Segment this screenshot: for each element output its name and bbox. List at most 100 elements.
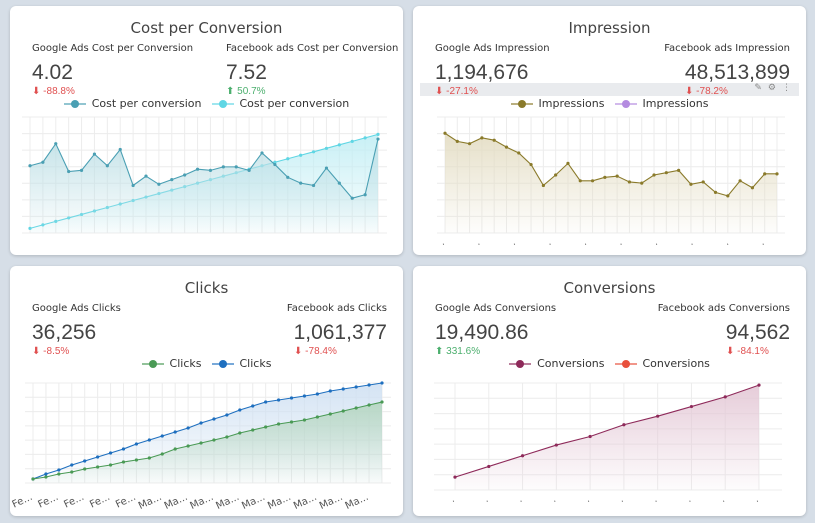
data-point[interactable] xyxy=(160,452,164,456)
data-point[interactable] xyxy=(92,152,97,156)
legend-item[interactable]: Cost per conversion xyxy=(63,97,202,110)
data-point[interactable] xyxy=(315,392,319,396)
data-point[interactable] xyxy=(186,444,190,448)
data-point[interactable] xyxy=(504,145,509,149)
data-point[interactable] xyxy=(354,385,358,389)
data-point[interactable] xyxy=(453,475,457,479)
data-point[interactable] xyxy=(615,174,619,178)
data-point[interactable] xyxy=(311,183,316,188)
data-point[interactable] xyxy=(492,138,496,142)
data-point[interactable] xyxy=(54,142,58,146)
legend-item[interactable]: Clicks xyxy=(141,357,202,370)
data-point[interactable] xyxy=(195,167,200,171)
data-point[interactable] xyxy=(108,463,113,467)
legend-item[interactable]: Impressions xyxy=(510,97,605,110)
data-point[interactable] xyxy=(603,175,607,179)
data-point[interactable] xyxy=(44,475,48,479)
data-point[interactable] xyxy=(225,435,229,439)
data-point[interactable] xyxy=(170,178,174,182)
data-point[interactable] xyxy=(108,451,113,455)
data-point[interactable] xyxy=(28,164,32,168)
data-point[interactable] xyxy=(83,459,87,463)
legend-item[interactable]: Cost per conversion xyxy=(211,97,349,110)
data-point[interactable] xyxy=(363,193,367,197)
data-point[interactable] xyxy=(566,161,570,165)
data-point[interactable] xyxy=(96,465,100,469)
data-point[interactable] xyxy=(212,438,216,442)
data-point[interactable] xyxy=(173,447,177,451)
data-point[interactable] xyxy=(225,413,229,417)
data-point[interactable] xyxy=(590,179,595,183)
data-point[interactable] xyxy=(689,404,694,409)
data-point[interactable] xyxy=(689,182,693,186)
data-point[interactable] xyxy=(44,472,48,476)
data-point[interactable] xyxy=(70,463,74,467)
data-point[interactable] xyxy=(578,179,582,183)
data-point[interactable] xyxy=(221,165,225,169)
data-point[interactable] xyxy=(67,169,71,174)
legend-item[interactable]: Impressions xyxy=(614,97,708,110)
data-point[interactable] xyxy=(299,153,303,157)
data-point[interactable] xyxy=(341,409,345,413)
data-point[interactable] xyxy=(105,164,109,168)
data-point[interactable] xyxy=(324,166,329,170)
data-point[interactable] xyxy=(380,400,384,404)
data-point[interactable] xyxy=(350,196,354,200)
data-point[interactable] xyxy=(273,162,277,167)
data-point[interactable] xyxy=(157,182,161,186)
data-point[interactable] xyxy=(134,458,139,462)
data-point[interactable] xyxy=(723,395,727,399)
data-point[interactable] xyxy=(750,186,755,190)
data-point[interactable] xyxy=(251,404,255,408)
data-point[interactable] xyxy=(315,415,319,419)
data-point[interactable] xyxy=(121,447,126,451)
data-point[interactable] xyxy=(299,181,303,185)
data-point[interactable] xyxy=(376,137,380,141)
data-point[interactable] xyxy=(738,179,742,183)
data-point[interactable] xyxy=(238,431,242,435)
data-point[interactable] xyxy=(234,165,238,169)
data-point[interactable] xyxy=(186,426,190,430)
data-point[interactable] xyxy=(775,172,779,176)
data-point[interactable] xyxy=(302,394,307,398)
data-point[interactable] xyxy=(701,180,705,184)
data-point[interactable] xyxy=(57,468,61,472)
data-point[interactable] xyxy=(208,168,213,172)
data-point[interactable] xyxy=(147,456,151,460)
data-point[interactable] xyxy=(541,183,545,188)
data-point[interactable] xyxy=(517,151,521,155)
data-point[interactable] xyxy=(652,173,656,177)
data-point[interactable] xyxy=(70,470,74,474)
data-point[interactable] xyxy=(238,408,242,412)
data-point[interactable] xyxy=(57,472,61,476)
data-point[interactable] xyxy=(147,438,151,442)
data-point[interactable] xyxy=(554,443,558,447)
data-point[interactable] xyxy=(286,175,290,179)
data-point[interactable] xyxy=(467,142,472,146)
more-icon[interactable]: ⋮ xyxy=(782,83,791,93)
data-point[interactable] xyxy=(520,454,525,458)
data-point[interactable] xyxy=(713,190,718,194)
data-point[interactable] xyxy=(324,146,329,150)
data-point[interactable] xyxy=(337,181,341,185)
data-point[interactable] xyxy=(487,464,491,469)
data-point[interactable] xyxy=(367,403,371,407)
data-point[interactable] xyxy=(289,396,294,400)
data-point[interactable] xyxy=(554,173,558,177)
data-point[interactable] xyxy=(350,139,354,143)
data-point[interactable] xyxy=(286,157,290,161)
data-point[interactable] xyxy=(627,180,632,184)
data-point[interactable] xyxy=(677,168,681,172)
data-point[interactable] xyxy=(380,381,384,385)
data-point[interactable] xyxy=(726,194,730,198)
data-point[interactable] xyxy=(251,428,255,432)
data-point[interactable] xyxy=(311,150,316,154)
data-point[interactable] xyxy=(588,434,592,439)
data-point[interactable] xyxy=(212,417,216,421)
legend-item[interactable]: Clicks xyxy=(211,357,271,370)
legend-item[interactable]: Conversions xyxy=(509,357,605,370)
data-point[interactable] xyxy=(341,387,345,391)
data-point[interactable] xyxy=(276,398,281,402)
data-point[interactable] xyxy=(757,383,761,387)
data-point[interactable] xyxy=(79,168,84,172)
